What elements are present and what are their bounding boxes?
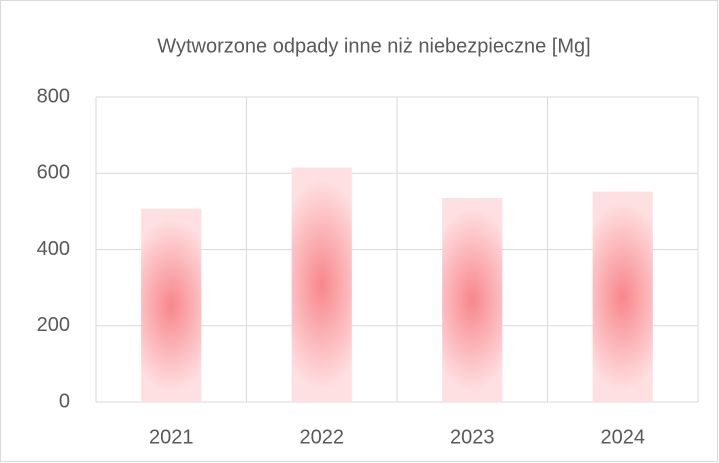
bar [141, 208, 202, 402]
bar [592, 191, 653, 402]
x-tick-label: 2022 [300, 426, 345, 448]
y-tick-label: 800 [37, 85, 70, 107]
x-tick-label: 2023 [450, 426, 495, 448]
bar [291, 167, 352, 402]
x-tick-label: 2024 [601, 426, 646, 448]
y-tick-label: 0 [59, 390, 70, 412]
bar [442, 198, 503, 402]
y-tick-label: 200 [37, 314, 70, 336]
y-tick-label: 400 [37, 238, 70, 260]
y-tick-label: 600 [37, 162, 70, 184]
x-tick-label: 2021 [149, 426, 194, 448]
chart-title: Wytworzone odpady inne niż niebezpieczne… [157, 35, 590, 57]
